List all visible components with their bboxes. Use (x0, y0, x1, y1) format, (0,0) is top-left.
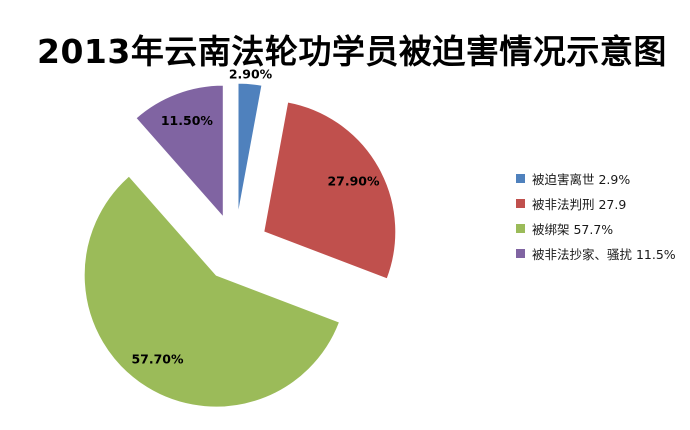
pie-slice-1 (263, 101, 397, 280)
legend-label: 被非法判刑 27.9 (532, 196, 627, 212)
legend-color-swatch (516, 198, 525, 208)
legend-item: 被非法抄家、骚扰 11.5% (516, 246, 676, 262)
pie-slice-3 (135, 84, 224, 219)
pie-data-label: 57.70% (131, 352, 184, 367)
legend-item: 被非法判刑 27.9 (516, 196, 676, 212)
legend-item: 被绑架 57.7% (516, 221, 676, 237)
legend: 被迫害离世 2.9% 被非法判刑 27.9 被绑架 57.7% 被非法抄家、骚扰… (516, 171, 676, 271)
pie-data-label: 11.50% (161, 113, 214, 128)
legend-color-swatch (516, 173, 525, 183)
legend-label: 被非法抄家、骚扰 11.5% (532, 246, 676, 262)
legend-item: 被迫害离世 2.9% (516, 171, 676, 187)
pie-data-label: 2.90% (229, 66, 273, 81)
legend-color-swatch (516, 223, 525, 233)
chart-title: 2013年云南法轮功学员被迫害情况示意图 (37, 32, 667, 72)
pie-slice-2 (83, 175, 341, 408)
legend-label: 被绑架 57.7% (532, 221, 614, 237)
legend-color-swatch (516, 248, 525, 258)
pie-slice-0 (237, 82, 263, 216)
legend-label: 被迫害离世 2.9% (532, 171, 631, 187)
pie-data-label: 27.90% (327, 173, 380, 188)
